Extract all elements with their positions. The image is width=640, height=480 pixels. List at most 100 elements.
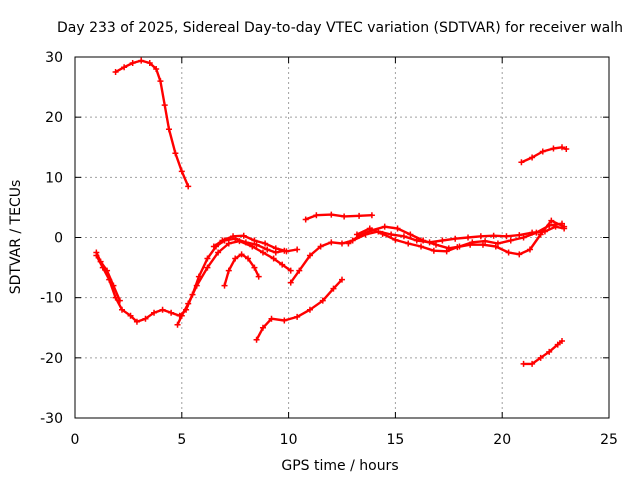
series-arc-11 [355, 219, 566, 256]
data-point [268, 315, 275, 322]
data-point [174, 321, 181, 328]
data-point [477, 233, 484, 240]
x-tick-label: 20 [493, 432, 511, 448]
data-point [518, 159, 525, 166]
y-tick-label: 30 [45, 50, 63, 66]
data-point [345, 240, 352, 247]
data-point [112, 69, 119, 76]
data-point [392, 236, 399, 243]
data-point [548, 217, 555, 224]
x-tick-label: 10 [280, 432, 298, 448]
series-arc-3 [176, 239, 292, 326]
data-point [454, 244, 461, 251]
data-point [339, 276, 345, 283]
data-point [281, 317, 288, 324]
data-point [251, 237, 258, 244]
x-tick-label: 25 [600, 432, 618, 448]
data-point [178, 168, 185, 175]
data-point [104, 267, 111, 274]
data-point [559, 337, 566, 344]
data-point [185, 183, 192, 190]
data-point [554, 341, 561, 348]
data-point [368, 212, 375, 219]
data-point [133, 318, 140, 325]
data-point [287, 267, 294, 274]
x-tick-label: 5 [177, 432, 186, 448]
data-point [251, 264, 258, 271]
data-point [465, 234, 472, 241]
data-point [505, 249, 512, 256]
data-point [159, 306, 166, 313]
data-point [118, 306, 125, 313]
data-point [563, 146, 570, 153]
data-point [210, 243, 217, 250]
tick-layer: 0 5 10 15 20 25 -30 -20 -10 0 10 20 30 [40, 50, 618, 448]
data-point [516, 232, 523, 239]
data-point [219, 237, 226, 244]
data-point [178, 312, 185, 319]
data-point [559, 144, 566, 151]
data-point [157, 78, 164, 85]
data-point [537, 231, 544, 238]
data-point [253, 336, 260, 343]
data-point [319, 297, 326, 304]
data-point [193, 282, 200, 289]
x-tick-label: 15 [386, 432, 404, 448]
data-point [381, 223, 388, 230]
data-point [341, 213, 348, 220]
y-tick-label: 10 [45, 170, 63, 186]
data-point [550, 145, 557, 152]
data-point [287, 279, 294, 286]
data-point [259, 324, 266, 331]
data-point [127, 312, 134, 319]
data-point [116, 297, 123, 304]
data-point [529, 154, 536, 161]
data-point [339, 240, 345, 247]
data-point [264, 246, 271, 253]
data-point [394, 225, 401, 232]
data-point [294, 313, 301, 320]
data-point [151, 309, 158, 316]
data-point [146, 60, 153, 67]
data-point [328, 211, 335, 218]
data-point [330, 285, 337, 292]
data-point [490, 232, 497, 239]
data-point [388, 231, 395, 238]
data-point [443, 248, 450, 255]
data-point [430, 247, 437, 254]
series-arc-6 [114, 59, 190, 188]
data-point [317, 243, 324, 250]
y-tick-label: -10 [40, 291, 63, 307]
data-point [259, 249, 266, 256]
data-point [494, 240, 501, 247]
y-tick-label: -30 [40, 411, 63, 427]
y-axis-label: SDTVAR / TECUs [8, 180, 24, 295]
data-point [479, 241, 486, 248]
data-point [467, 241, 474, 248]
data-point [121, 64, 128, 71]
data-point [249, 243, 256, 250]
data-point [272, 245, 279, 252]
y-tick-label: -20 [40, 351, 63, 367]
data-point [529, 360, 536, 367]
data-point [138, 57, 145, 64]
data-point [482, 238, 489, 245]
data-point [253, 241, 260, 248]
data-point [283, 248, 290, 255]
data-point [546, 348, 553, 355]
chart-title: Day 233 of 2025, Sidereal Day-to-day VTE… [57, 20, 623, 36]
data-point [296, 267, 303, 274]
data-point [407, 231, 414, 238]
data-point [270, 255, 277, 262]
series-layer [93, 57, 570, 367]
data-point [306, 252, 313, 259]
data-point [302, 216, 309, 223]
data-point [400, 233, 407, 240]
data-point [439, 237, 446, 244]
data-point [503, 233, 510, 240]
grid-layer [75, 57, 609, 418]
data-point [215, 249, 222, 256]
y-tick-label: 0 [54, 231, 63, 247]
data-point [520, 234, 527, 241]
data-point [452, 235, 459, 242]
